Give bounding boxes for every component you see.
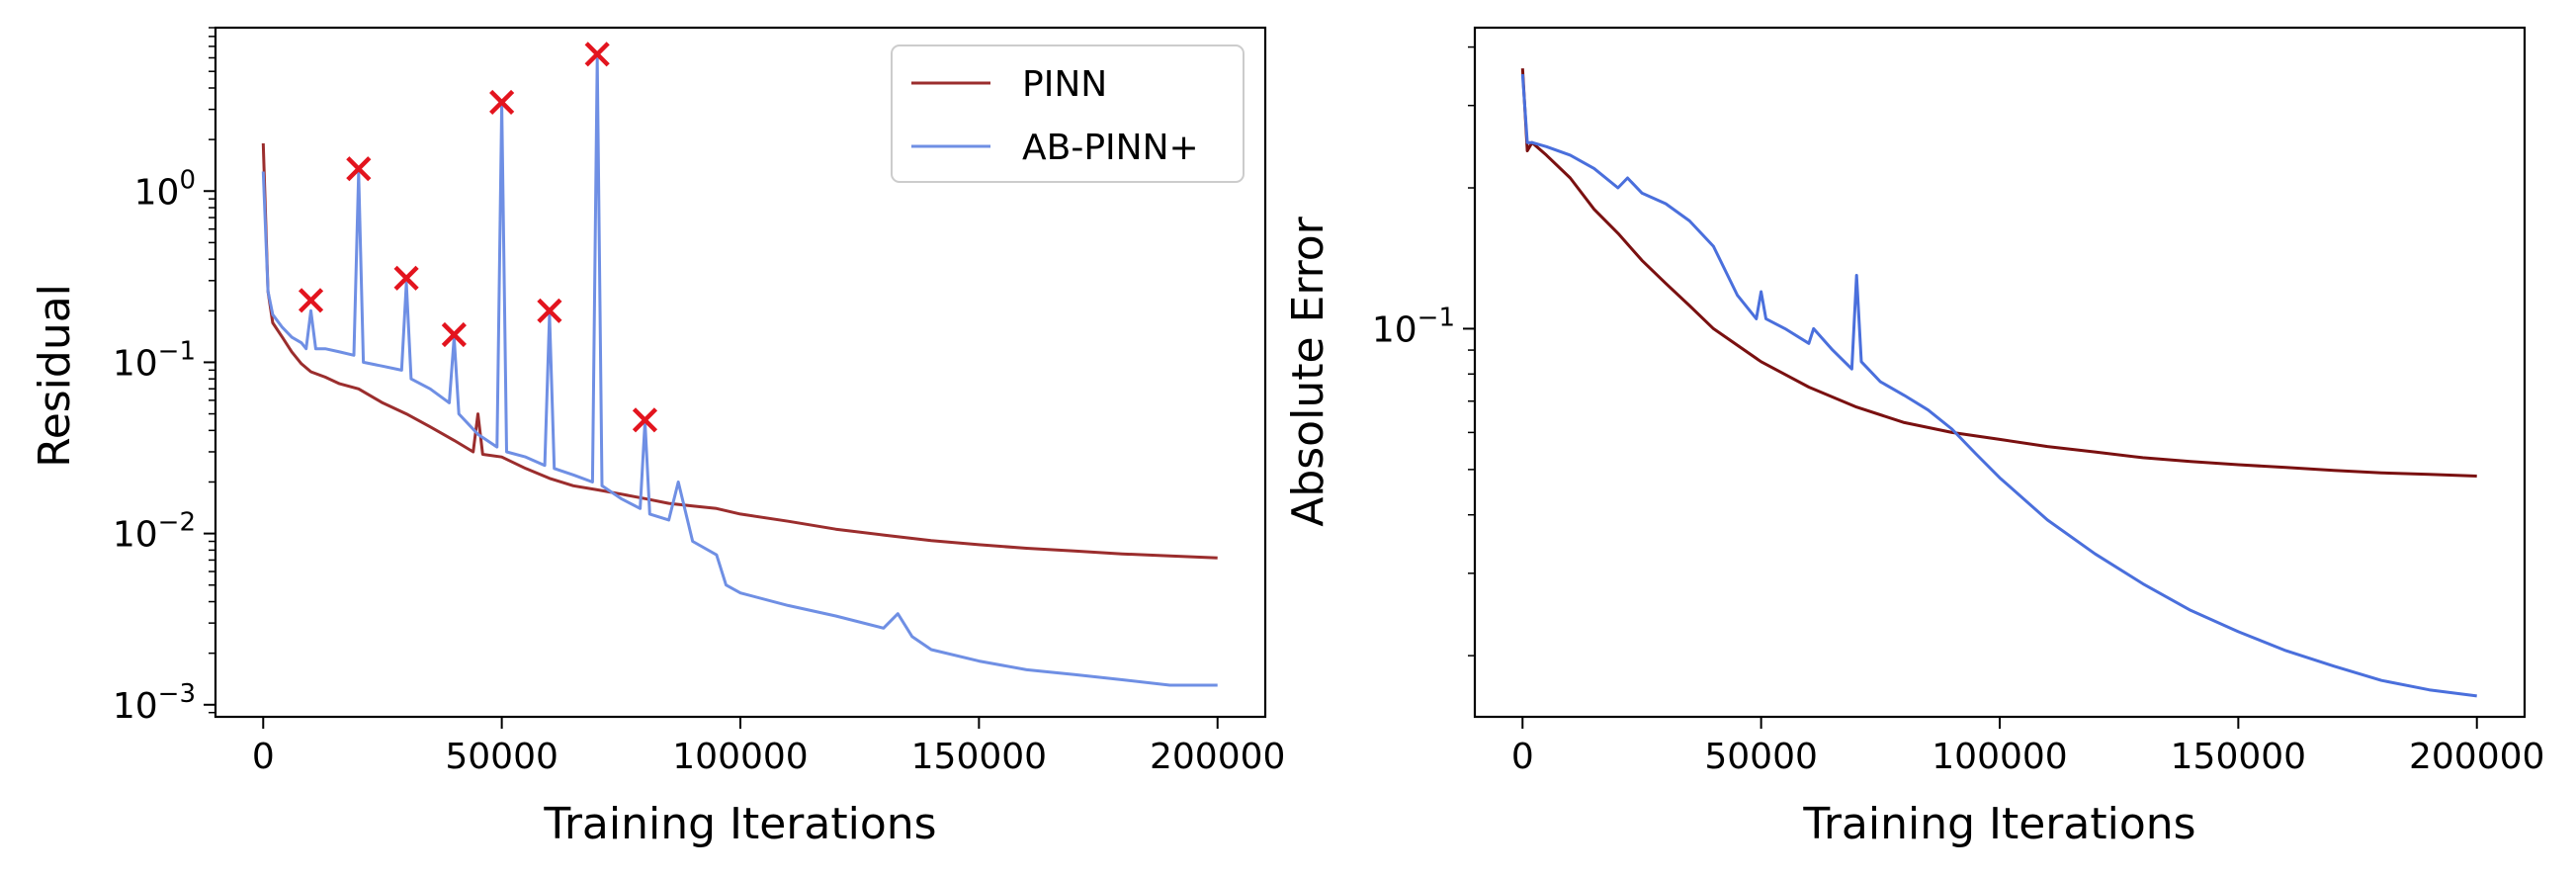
x-tick-label: 200000 [1150,737,1285,777]
absolute-error-series-lines [1520,68,2477,698]
residual-chart: 0 50000 100000 150000 200000 100 10−1 10−2 10−3… [30,26,1285,849]
spike-marker [584,42,610,67]
absolute-error-y-ticks: 10−1 [1372,45,1475,657]
absolute-error-chart: 0 50000 100000 150000 200000 10−1 Training I… [1283,26,2544,849]
x-tick-label: 0 [1511,737,1534,777]
y-tick-label: 10−1 [1372,303,1455,350]
y-tick-label: 10−2 [113,508,196,556]
residual-x-axis-label: Training Iterations [543,799,936,849]
residual-y-ticks: 100 10−1 10−2 10−3 [113,27,215,727]
absolute-error-x-ticks: 0 50000 100000 150000 200000 [1511,717,2544,777]
residual-spike-markers [298,42,658,433]
x-tick-label: 200000 [2409,737,2544,777]
x-tick-label: 100000 [672,737,808,777]
x-tick-label: 100000 [1932,737,2067,777]
spike-marker [441,321,467,348]
legend-label-pinn: PINN [1022,64,1107,105]
residual-x-ticks: 0 50000 100000 150000 200000 [252,717,1285,777]
spike-marker [346,156,372,182]
x-tick-label: 50000 [445,737,558,777]
absolute-error-y-axis-label: Absolute Error [1283,216,1333,526]
y-tick-label: 10−3 [113,679,196,727]
y-tick-label: 100 [134,165,196,213]
x-tick-label: 150000 [2171,737,2306,777]
x-tick-label: 0 [252,737,275,777]
residual-series-pinn [261,142,1218,560]
x-tick-label: 50000 [1704,737,1818,777]
spike-marker [489,89,515,116]
spike-marker [298,288,324,313]
absolute-error-x-axis-label: Training Iterations [1802,799,2195,849]
residual-y-axis-label: Residual [30,284,80,468]
absolute-error-series-pinn [1520,68,2477,478]
spike-marker [632,407,658,433]
residual-series-ab-pinnplus [261,57,1218,687]
x-tick-label: 150000 [911,737,1047,777]
legend: PINN AB-PINN+ [891,44,1245,183]
spike-marker [393,265,419,291]
spike-marker [537,298,562,323]
residual-series-lines [261,57,1218,687]
absolute-error-series-ab-pinnplus [1520,73,2477,698]
y-tick-label: 10−1 [113,336,196,384]
legend-label-ab-pinn-plus: AB-PINN+ [1022,128,1199,168]
